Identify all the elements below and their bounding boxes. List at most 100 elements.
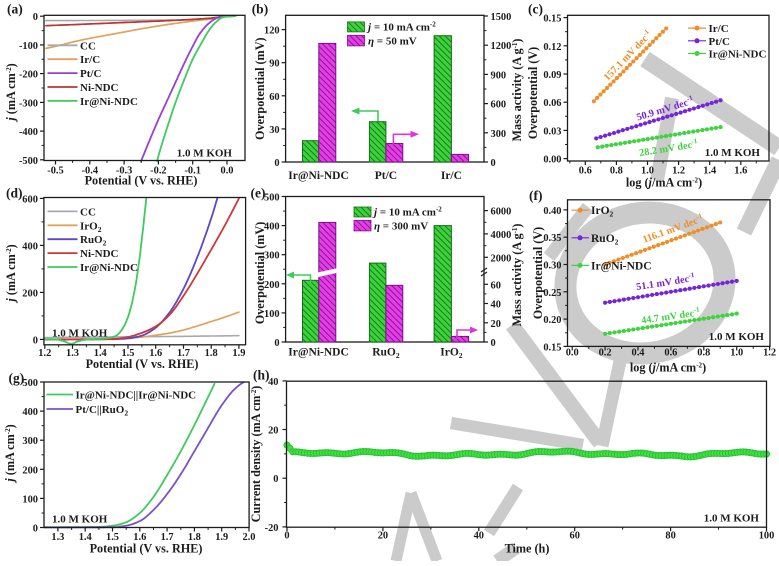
svg-text:0.00: 0.00	[543, 155, 561, 166]
svg-text:20: 20	[378, 531, 388, 542]
svg-text:IrO2: IrO2	[80, 220, 102, 234]
svg-text:-20: -20	[265, 523, 279, 534]
svg-text:Ir/C: Ir/C	[80, 54, 100, 66]
svg-text:60: 60	[269, 92, 279, 103]
svg-text:300: 300	[22, 436, 38, 447]
svg-text:0.03: 0.03	[543, 126, 561, 137]
svg-text:j (mA cm-2): j (mA cm-2)	[4, 244, 18, 303]
svg-text:-0.4: -0.4	[82, 166, 98, 177]
svg-text:1.4: 1.4	[79, 532, 92, 543]
svg-text:η = 50 mV: η = 50 mV	[368, 35, 417, 47]
svg-text:-0.3: -0.3	[116, 166, 132, 177]
svg-text:RuO2: RuO2	[372, 347, 400, 361]
svg-text:80: 80	[665, 531, 675, 542]
svg-text:j = 10 mA cm-2: j = 10 mA cm-2	[366, 21, 436, 34]
svg-text:300: 300	[491, 129, 507, 140]
svg-text:100: 100	[264, 309, 280, 320]
svg-text:200: 200	[22, 465, 38, 476]
svg-text:0.35: 0.35	[543, 233, 561, 244]
svg-text:Ir@Ni-NDC: Ir@Ni-NDC	[709, 49, 767, 61]
svg-text:1.0 M KOH: 1.0 M KOH	[705, 147, 761, 159]
svg-text:Ir@Ni-NDC: Ir@Ni-NDC	[80, 96, 138, 108]
svg-text:1.0 M KOH: 1.0 M KOH	[52, 514, 108, 526]
svg-text:0.0: 0.0	[221, 166, 234, 177]
svg-text:20: 20	[491, 319, 501, 330]
svg-text:1.5: 1.5	[106, 532, 119, 543]
svg-text:Pt/C: Pt/C	[375, 170, 397, 182]
svg-text:100: 100	[22, 494, 38, 505]
svg-text:1.0 M KOH: 1.0 M KOH	[177, 148, 233, 160]
svg-text:IrO2: IrO2	[591, 205, 614, 219]
svg-text:Ni-NDC: Ni-NDC	[80, 248, 119, 260]
svg-text:(d): (d)	[6, 186, 23, 201]
svg-text:log (j/mA cm-2): log (j/mA cm-2)	[626, 176, 702, 190]
svg-text:600: 600	[491, 100, 507, 111]
svg-text:100: 100	[759, 531, 775, 542]
svg-text:1.6: 1.6	[734, 166, 747, 177]
svg-text:0: 0	[33, 12, 38, 23]
svg-text:j = 10 mA cm-2: j = 10 mA cm-2	[372, 206, 442, 219]
svg-text:1.8: 1.8	[188, 532, 201, 543]
svg-text:0: 0	[491, 338, 496, 349]
svg-text:2.0: 2.0	[243, 532, 256, 543]
svg-text:1500: 1500	[491, 12, 512, 23]
svg-text:IrO2: IrO2	[440, 347, 463, 361]
svg-text:1.0 M KOH: 1.0 M KOH	[709, 331, 765, 343]
svg-text:0.06: 0.06	[543, 98, 561, 109]
svg-text:Pt/C: Pt/C	[709, 36, 730, 48]
svg-text:40: 40	[268, 377, 278, 388]
svg-text:η = 300 mV: η = 300 mV	[374, 221, 428, 233]
svg-text:0.8: 0.8	[697, 347, 710, 358]
svg-text:RuO2: RuO2	[80, 234, 107, 248]
svg-text:1.3: 1.3	[66, 348, 79, 359]
svg-text:0.2: 0.2	[599, 347, 612, 358]
svg-text:Ir/C: Ir/C	[441, 170, 462, 182]
svg-text:Overpotential (V): Overpotential (V)	[526, 47, 540, 139]
svg-text:0.12: 0.12	[543, 42, 561, 53]
svg-text:500: 500	[22, 378, 38, 389]
svg-text:0.15: 0.15	[543, 14, 561, 25]
svg-text:1.2: 1.2	[763, 347, 776, 358]
svg-text:0: 0	[274, 338, 279, 349]
svg-text:1.4: 1.4	[94, 348, 107, 359]
svg-text:0.09: 0.09	[543, 70, 561, 81]
svg-text:j (mA cm-2): j (mA cm-2)	[3, 424, 17, 483]
svg-text:0.25: 0.25	[543, 288, 561, 299]
svg-text:0.15: 0.15	[543, 342, 561, 353]
svg-text:1.0 M KOH: 1.0 M KOH	[704, 513, 760, 525]
svg-text:Potential (V vs. RHE): Potential (V vs. RHE)	[85, 174, 198, 188]
svg-text:Overpotential (mV): Overpotential (mV)	[253, 37, 267, 140]
svg-text:0.6: 0.6	[664, 347, 677, 358]
svg-text:1.2: 1.2	[38, 348, 51, 359]
svg-text:6000: 6000	[491, 207, 512, 218]
svg-text:2000: 2000	[491, 253, 512, 264]
svg-text:40: 40	[474, 531, 484, 542]
svg-text:1.3: 1.3	[51, 532, 64, 543]
svg-text:Overpotential (mV): Overpotential (mV)	[253, 222, 267, 325]
svg-text:1.5: 1.5	[121, 348, 134, 359]
svg-text:Ir@Ni-NDC: Ir@Ni-NDC	[288, 170, 349, 182]
svg-text:200: 200	[22, 288, 38, 299]
svg-text:0: 0	[491, 158, 496, 169]
svg-text:RuO2: RuO2	[591, 233, 619, 247]
svg-text:CC: CC	[80, 206, 96, 218]
svg-text:1.7: 1.7	[161, 532, 174, 543]
svg-text:0: 0	[33, 335, 38, 346]
svg-text:-0.1: -0.1	[184, 166, 200, 177]
svg-text:(f): (f)	[529, 188, 543, 203]
svg-text:Mass activity (A g-1): Mass activity (A g-1)	[510, 39, 524, 142]
svg-text:-400: -400	[19, 127, 38, 138]
svg-text:60: 60	[491, 280, 501, 291]
svg-text:0.0: 0.0	[566, 347, 579, 358]
svg-text:1.6: 1.6	[149, 348, 162, 359]
svg-text:4000: 4000	[491, 230, 512, 241]
svg-text:Pt/C||RuO2: Pt/C||RuO2	[76, 404, 129, 418]
svg-text:400: 400	[264, 222, 280, 233]
svg-text:90: 90	[269, 59, 279, 70]
svg-text:Current density (mA cm-2): Current density (mA cm-2)	[249, 386, 263, 523]
svg-text:600: 600	[22, 194, 38, 205]
svg-text:Ni-NDC: Ni-NDC	[80, 82, 119, 94]
svg-text:0.30: 0.30	[543, 261, 561, 272]
svg-text:1.2: 1.2	[672, 166, 685, 177]
svg-text:200: 200	[264, 280, 280, 291]
